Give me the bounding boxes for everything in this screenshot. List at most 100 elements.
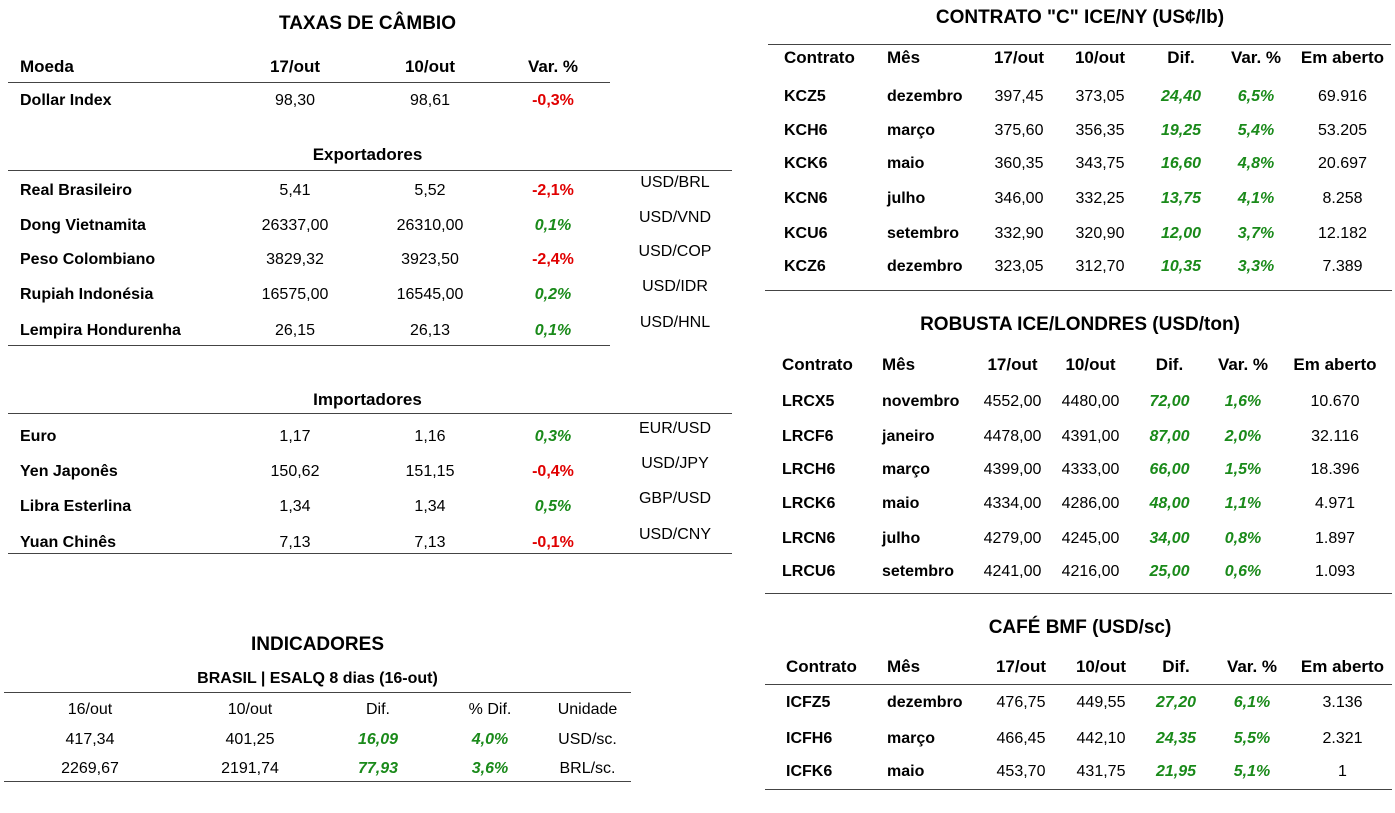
fx-row-var: 0,1% xyxy=(534,217,572,234)
fx-row-name: Rupiah Indonésia xyxy=(20,286,154,303)
ice_ny-header: Contrato xyxy=(784,48,855,67)
bmf-cell: 24,35 xyxy=(1155,730,1197,747)
robusta-cell: 10.670 xyxy=(1310,393,1360,410)
fx-row-v2: 3923,50 xyxy=(401,251,459,268)
fx-header-d2: 10/out xyxy=(404,57,456,76)
ice_ny-cell: KCZ5 xyxy=(784,88,826,105)
robusta-cell: janeiro xyxy=(882,428,935,445)
bmf-cell: dezembro xyxy=(887,694,963,711)
ice_ny-cell: 373,05 xyxy=(1075,88,1125,105)
bmf-cell: 6,1% xyxy=(1233,694,1271,711)
robusta-cell: LRCU6 xyxy=(782,563,836,580)
ice_ny-cell: 7.389 xyxy=(1322,258,1363,275)
indicators-cell: 77,93 xyxy=(357,760,399,777)
fx-row-var: -0,4% xyxy=(532,463,574,480)
robusta-cell: 4391,00 xyxy=(1061,428,1120,445)
robusta-cell: 34,00 xyxy=(1149,530,1190,547)
fx-row-name: Euro xyxy=(20,428,57,445)
bmf-cell: 442,10 xyxy=(1076,730,1126,747)
ice_ny-cell: KCU6 xyxy=(784,225,828,242)
indicators-header: 10/out xyxy=(227,701,273,718)
robusta-cell: LRCF6 xyxy=(782,428,834,445)
robusta-cell: 1,6% xyxy=(1224,393,1262,410)
fx-row-v2: 1,16 xyxy=(414,428,446,445)
fx-row-name: Peso Colombiano xyxy=(20,251,156,268)
robusta-cell: 2,0% xyxy=(1224,428,1262,445)
fx-title: TAXAS DE CÂMBIO xyxy=(279,13,456,34)
robusta-header: Var. % xyxy=(1217,355,1269,374)
bmf-cell: maio xyxy=(887,763,925,780)
indicators-header: Unidade xyxy=(557,701,618,718)
ice_ny-cell: 10,35 xyxy=(1160,258,1202,275)
robusta-header: Em aberto xyxy=(1293,355,1377,374)
ice_ny-cell: 375,60 xyxy=(994,122,1044,139)
bmf-cell: 449,55 xyxy=(1076,694,1126,711)
fx-row-name: Yuan Chinês xyxy=(20,534,117,551)
robusta-cell: 4552,00 xyxy=(983,393,1042,410)
bmf-header: Em aberto xyxy=(1300,657,1385,676)
fx-row-v1: 26,15 xyxy=(274,322,316,339)
fx-row-v2: 151,15 xyxy=(405,463,455,480)
robusta-cell: 4245,00 xyxy=(1061,530,1120,547)
robusta-cell: 1.897 xyxy=(1314,530,1356,547)
robusta-cell: julho xyxy=(882,530,921,547)
ice_ny-cell: 12.182 xyxy=(1318,225,1367,242)
fx-row-v2: 26,13 xyxy=(409,322,451,339)
ice_ny-cell: 397,45 xyxy=(994,88,1044,105)
fx-row-v1: 3829,32 xyxy=(266,251,324,268)
fx-row-v1: 26337,00 xyxy=(261,217,329,234)
robusta-cell: LRCN6 xyxy=(782,530,836,547)
bmf-cell: 431,75 xyxy=(1076,763,1126,780)
bmf-cell: ICFH6 xyxy=(786,730,833,747)
ice_ny-header: 17/out xyxy=(993,48,1045,67)
fx-row-pair: GBP/USD xyxy=(638,490,711,507)
robusta-header: Mês xyxy=(882,355,916,374)
indicators-cell: 2269,67 xyxy=(61,760,119,777)
ice_ny-cell: 53.205 xyxy=(1318,122,1367,139)
bmf-header: 17/out xyxy=(995,657,1047,676)
fx-row-name: Libra Esterlina xyxy=(20,498,132,515)
robusta-cell: 1,5% xyxy=(1224,461,1262,478)
ice_ny-cell: dezembro xyxy=(887,258,963,275)
ice_ny-cell: março xyxy=(887,122,936,139)
bmf-cell: 3.136 xyxy=(1322,694,1363,711)
ice_ny-cell: 346,00 xyxy=(994,190,1044,207)
robusta-cell: 0,6% xyxy=(1224,563,1262,580)
robusta-cell: 4480,00 xyxy=(1061,393,1120,410)
indicators-cell: 3,6% xyxy=(471,760,509,777)
dollar-index-v2: 98,61 xyxy=(409,92,451,109)
ice_ny-cell: KCK6 xyxy=(784,155,828,172)
ice_ny-cell: 13,75 xyxy=(1160,190,1202,207)
robusta-cell: 4334,00 xyxy=(983,495,1042,512)
robusta-cell: 4399,00 xyxy=(983,461,1042,478)
bmf-header: Contrato xyxy=(786,657,857,676)
indicators-cell: 2191,74 xyxy=(221,760,279,777)
fx-row-var: -2,4% xyxy=(532,251,574,268)
robusta-cell: 72,00 xyxy=(1149,393,1190,410)
ice_ny-header: 10/out xyxy=(1074,48,1126,67)
ice_ny-cell: 8.258 xyxy=(1322,190,1363,207)
robusta-cell: 4478,00 xyxy=(983,428,1042,445)
fx-row-pair: USD/COP xyxy=(638,243,712,260)
robusta-cell: março xyxy=(882,461,931,478)
fx-row-v2: 26310,00 xyxy=(396,217,464,234)
fx-row-pair: USD/HNL xyxy=(639,314,711,331)
robusta-cell: 1,1% xyxy=(1224,495,1262,512)
robusta-cell: setembro xyxy=(882,563,955,580)
fx-row-pair: USD/IDR xyxy=(642,278,708,295)
bmf-cell: 27,20 xyxy=(1155,694,1197,711)
dollar-index-label: Dollar Index xyxy=(20,92,112,109)
robusta-cell: 4286,00 xyxy=(1061,495,1120,512)
fx-row-name: Dong Vietnamita xyxy=(20,217,146,234)
ice_ny-cell: KCH6 xyxy=(784,122,828,139)
bmf-cell: ICFZ5 xyxy=(786,694,831,711)
ice_ny-cell: 24,40 xyxy=(1160,88,1202,105)
ice_ny-cell: 3,7% xyxy=(1237,225,1275,242)
indicators-title: INDICADORES xyxy=(250,634,384,655)
fx-row-v2: 7,13 xyxy=(414,534,446,551)
fx-row-v2: 5,52 xyxy=(414,182,446,199)
ice_ny-cell: julho xyxy=(887,190,926,207)
fx-row-v1: 7,13 xyxy=(279,534,311,551)
ice_ny-cell: dezembro xyxy=(887,88,963,105)
ice_ny-cell: 312,70 xyxy=(1075,258,1125,275)
